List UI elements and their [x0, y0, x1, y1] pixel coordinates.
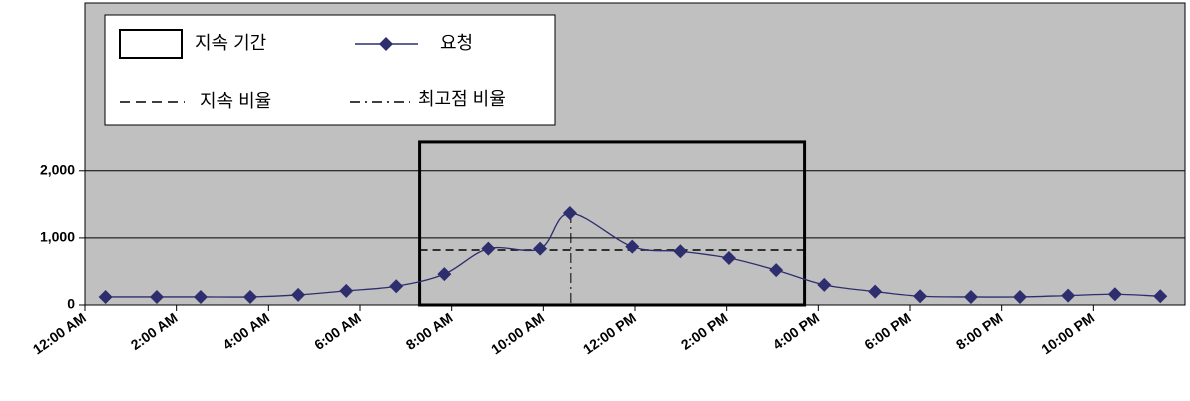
data-point	[1107, 287, 1122, 302]
data-point	[868, 284, 883, 299]
data-point	[243, 289, 257, 304]
duration-box	[418, 140, 807, 307]
x-tick-label: 2:00 PM	[678, 309, 731, 352]
x-tick-label: 10:00 AM	[488, 309, 547, 357]
data-point	[625, 239, 640, 254]
x-tick-label: 2:00 AM	[128, 309, 181, 353]
data-point	[769, 263, 784, 278]
x-tick-label: 6:00 PM	[861, 309, 914, 352]
data-point	[673, 244, 688, 259]
data-point	[291, 287, 306, 302]
x-tick-label: 10:00 PM	[1038, 309, 1097, 357]
data-point	[913, 289, 928, 304]
y-tick-label: 1,000	[40, 229, 75, 245]
data-point	[481, 241, 496, 256]
data-point	[149, 289, 164, 304]
x-tick-label: 4:00 PM	[770, 309, 823, 352]
legend-label: 지속 비율	[200, 91, 271, 111]
y-tick-label: 2,000	[40, 161, 75, 177]
data-point	[339, 283, 354, 298]
data-point	[1153, 289, 1168, 304]
data-point	[437, 267, 452, 282]
legend-label: 지속 기간	[195, 33, 266, 53]
data-point	[389, 279, 404, 294]
x-tick-label: 12:00 PM	[580, 309, 639, 357]
legend-label: 요청	[440, 33, 473, 53]
data-point	[963, 289, 978, 304]
data-point	[721, 251, 736, 266]
data-point	[562, 206, 577, 221]
data-point	[193, 289, 208, 304]
x-tick-label: 6:00 AM	[311, 309, 364, 353]
legend-label: 최고점 비율	[418, 89, 506, 109]
x-tick-label: 4:00 AM	[219, 309, 272, 353]
legend-swatch	[119, 29, 183, 59]
x-tick-label: 8:00 AM	[403, 309, 456, 353]
x-tick-label: 8:00 PM	[953, 309, 1006, 352]
data-point	[1061, 288, 1076, 303]
data-point	[98, 289, 113, 304]
legend-swatch	[379, 37, 393, 51]
y-tick-label: 0	[67, 296, 75, 312]
legend-box	[104, 14, 556, 126]
x-tick-label: 12:00 AM	[30, 309, 89, 357]
data-point	[817, 277, 832, 292]
data-point	[533, 241, 548, 256]
data-point	[1013, 289, 1027, 304]
